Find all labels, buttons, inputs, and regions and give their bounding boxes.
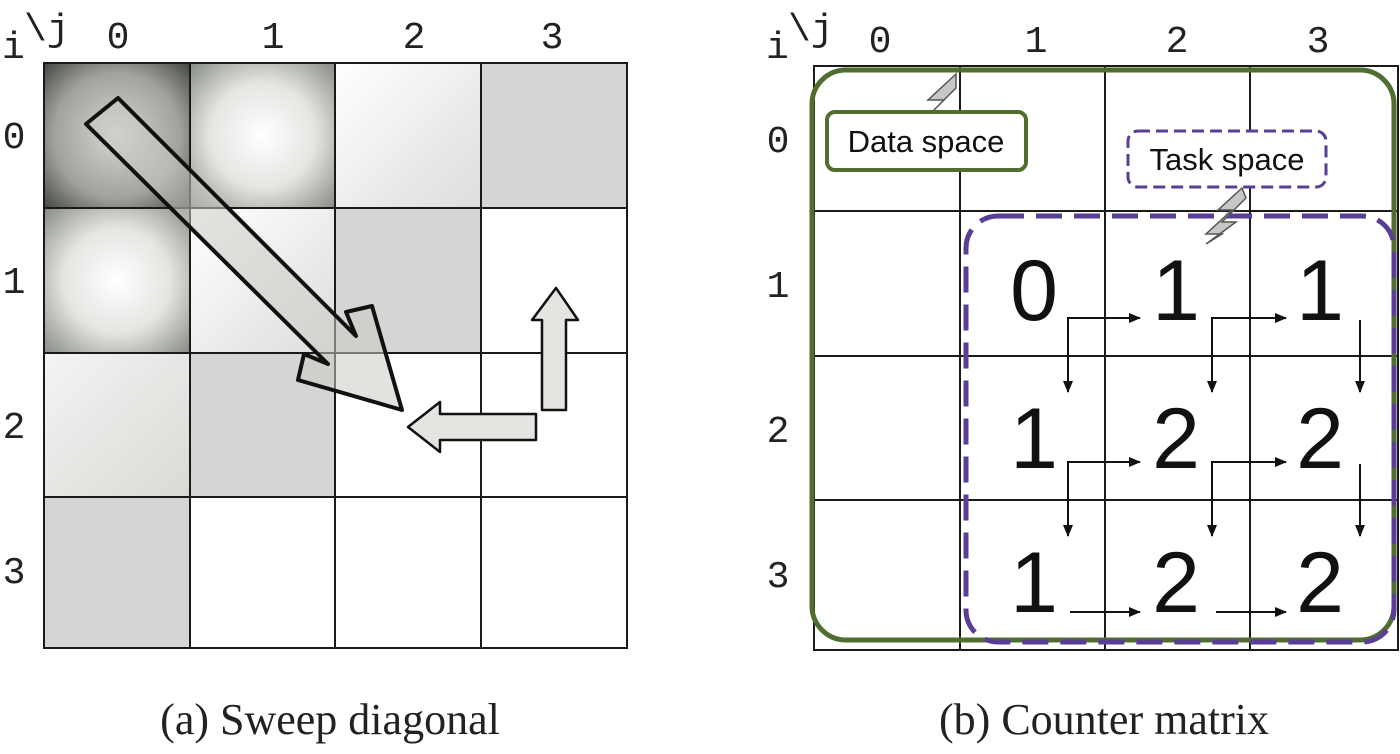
corner-label-i: i (2, 27, 25, 70)
counter-cell: 1 (1010, 391, 1058, 487)
task-space-region (963, 213, 1397, 645)
row-label: 2 (3, 407, 26, 450)
corner-label-j: \j (24, 9, 70, 52)
col-label: 2 (1166, 21, 1189, 64)
row-label: 0 (767, 121, 790, 164)
col-label: 1 (262, 17, 285, 60)
row-label: 1 (3, 262, 26, 305)
sweep-diagonal-panel: i \j 0 1 2 3 0 1 2 3 (2, 9, 628, 744)
corner-label-i: i (766, 27, 789, 70)
counter-cell: 1 (1152, 243, 1200, 339)
counter-cell: 0 (1010, 243, 1058, 339)
counter-cell: 2 (1152, 391, 1200, 487)
col-label: 2 (403, 17, 426, 60)
counter-cell: 2 (1296, 391, 1344, 487)
counter-cell: 1 (1296, 243, 1344, 339)
cell-1-0 (44, 208, 190, 353)
cell-3-2 (335, 497, 481, 648)
counter-cell: 2 (1296, 535, 1344, 631)
task-space-label-box (1126, 129, 1328, 189)
col-label: 3 (541, 17, 564, 60)
corner-label-j: \j (788, 9, 834, 52)
col-label: 0 (107, 17, 130, 60)
row-label: 0 (3, 117, 26, 160)
cell-3-0 (44, 497, 190, 648)
cell-2-0 (44, 353, 190, 497)
task-space-label: Task space (1149, 142, 1304, 177)
row-label: 3 (767, 556, 790, 599)
cell-0-1 (190, 63, 335, 208)
counter-cell: 1 (1010, 535, 1058, 631)
cell-0-3 (481, 63, 627, 208)
counter-cell: 2 (1152, 535, 1200, 631)
cell-3-3 (481, 497, 627, 648)
counter-matrix-panel: i \j 0 1 2 3 0 1 2 3 Data space Task spa… (766, 9, 1399, 744)
data-space-label-box (825, 110, 1028, 172)
row-label: 3 (3, 552, 26, 595)
cell-0-2 (335, 63, 481, 208)
up-arrow-icon (530, 286, 580, 412)
counter-values: 0 1 1 1 2 2 1 2 2 (1010, 243, 1344, 631)
row-label: 1 (767, 266, 790, 309)
left-arrow-icon (406, 400, 538, 454)
diagonal-sweep-arrow (84, 96, 404, 412)
col-label: 0 (869, 21, 892, 64)
row-label: 2 (767, 411, 790, 454)
col-label: 1 (1025, 21, 1048, 64)
col-label: 3 (1307, 21, 1330, 64)
data-space-label: Data space (848, 124, 1005, 159)
cell-3-1 (190, 497, 335, 648)
caption-counter-matrix: (b) Counter matrix (939, 695, 1269, 744)
dependency-arrows (1063, 313, 1365, 617)
task-space-lightning-icon (1204, 186, 1247, 245)
caption-sweep-diagonal: (a) Sweep diagonal (160, 695, 500, 744)
